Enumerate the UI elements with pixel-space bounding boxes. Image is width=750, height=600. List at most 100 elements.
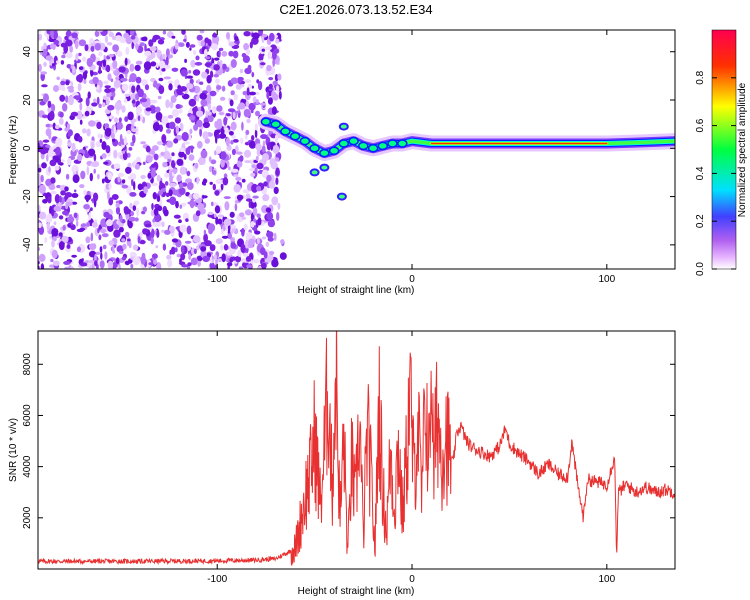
noise-speckle xyxy=(183,38,187,42)
noise-speckle xyxy=(180,245,185,254)
signal-blob xyxy=(338,139,350,148)
noise-speckle xyxy=(125,166,132,174)
noise-speckle xyxy=(100,30,108,37)
noise-speckle xyxy=(145,145,151,153)
noise-speckle xyxy=(230,59,237,68)
noise-speckle xyxy=(181,202,187,207)
noise-speckle xyxy=(118,117,122,123)
noise-speckle xyxy=(43,93,49,103)
noise-speckle xyxy=(131,99,136,104)
noise-speckle xyxy=(41,84,48,88)
noise-speckle xyxy=(124,231,130,238)
noise-speckle xyxy=(193,248,197,255)
noise-speckle xyxy=(103,211,110,218)
noise-speckle xyxy=(268,50,272,60)
noise-speckle xyxy=(226,32,230,40)
noise-speckle xyxy=(38,225,45,235)
noise-speckle xyxy=(152,192,157,200)
noise-speckle xyxy=(128,147,133,151)
snr-x-ticks: -100 0 100 xyxy=(207,331,616,585)
noise-speckle xyxy=(40,263,45,269)
noise-speckle xyxy=(252,195,259,199)
noise-speckle xyxy=(214,205,221,214)
y-tick-label: 0 xyxy=(22,145,33,151)
noise-speckle xyxy=(126,152,131,158)
noise-speckle xyxy=(65,204,69,210)
noise-speckle xyxy=(149,46,157,52)
noise-speckle xyxy=(220,126,225,135)
noise-speckle xyxy=(117,176,121,183)
noise-speckle xyxy=(174,247,178,253)
noise-speckle xyxy=(94,253,97,263)
noise-speckle xyxy=(77,73,84,83)
noise-speckle xyxy=(189,44,196,48)
noise-speckle xyxy=(164,172,170,178)
noise-speckle xyxy=(185,218,189,223)
noise-speckle xyxy=(118,66,126,73)
noise-speckle xyxy=(93,168,96,174)
noise-speckle xyxy=(60,80,66,86)
noise-speckle xyxy=(48,130,52,140)
noise-speckle xyxy=(256,79,260,84)
noise-speckle xyxy=(49,159,57,167)
noise-speckle xyxy=(123,136,128,146)
colorbar-ticks: 0.0 0.2 0.4 0.6 0.8 xyxy=(695,70,736,276)
noise-speckle xyxy=(51,249,58,259)
noise-speckle xyxy=(137,183,143,191)
noise-speckle xyxy=(95,251,101,255)
noise-speckle xyxy=(96,121,102,130)
noise-speckle xyxy=(71,193,79,198)
noise-speckle xyxy=(144,223,152,228)
noise-speckle xyxy=(131,41,134,50)
noise-speckle xyxy=(166,140,173,148)
noise-speckle xyxy=(268,250,275,256)
noise-speckle xyxy=(175,200,179,209)
noise-speckle xyxy=(40,174,44,183)
noise-speckle xyxy=(98,103,102,109)
noise-speckle xyxy=(218,112,225,116)
noise-speckle xyxy=(67,216,75,223)
noise-speckle xyxy=(74,189,77,193)
noise-speckle xyxy=(214,78,220,84)
signal-blob xyxy=(377,141,389,151)
noise-speckle xyxy=(76,110,83,120)
noise-speckle xyxy=(152,34,161,40)
noise-speckle xyxy=(198,156,206,166)
noise-speckle xyxy=(84,153,90,159)
noise-speckle xyxy=(106,91,113,98)
noise-speckle xyxy=(143,61,152,71)
noise-speckle xyxy=(55,146,61,156)
noise-speckle xyxy=(199,30,205,34)
noise-speckle xyxy=(61,235,69,243)
noise-speckle xyxy=(73,95,81,100)
noise-speckle xyxy=(220,158,225,168)
noise-speckle xyxy=(156,62,159,69)
noise-speckle xyxy=(83,78,87,85)
noise-speckle xyxy=(102,244,107,250)
noise-speckle xyxy=(63,260,71,265)
noise-speckle xyxy=(56,76,60,81)
signal-blob xyxy=(270,119,281,129)
noise-speckle xyxy=(79,119,83,125)
noise-speckle xyxy=(121,150,126,154)
noise-speckle xyxy=(272,80,278,86)
noise-speckle xyxy=(188,69,192,74)
signal-blob xyxy=(387,139,398,148)
noise-speckle xyxy=(135,105,142,114)
noise-speckle xyxy=(187,262,192,267)
y-tick-label: 4000 xyxy=(22,455,33,478)
noise-speckle xyxy=(87,91,91,99)
noise-speckle xyxy=(207,111,212,116)
noise-speckle xyxy=(237,77,243,84)
noise-speckle xyxy=(277,202,281,210)
noise-speckle xyxy=(220,96,226,101)
noise-speckle xyxy=(145,107,152,112)
noise-speckle xyxy=(160,151,165,156)
noise-speckle xyxy=(158,77,164,82)
noise-speckle xyxy=(252,259,260,264)
noise-speckle xyxy=(231,134,236,139)
noise-speckle xyxy=(112,60,118,69)
noise-speckle xyxy=(249,200,257,209)
noise-speckle xyxy=(64,266,71,269)
noise-speckle xyxy=(266,211,274,221)
